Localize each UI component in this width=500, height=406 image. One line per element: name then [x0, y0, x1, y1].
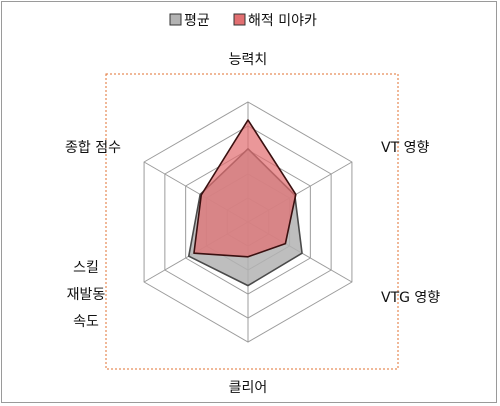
legend: 평균 해적 미야카: [169, 13, 317, 29]
axis-label-4: 스킬 재발동 속도: [67, 260, 106, 330]
axis-label-2: VTG 영향: [381, 290, 440, 306]
legend-label-0: 평균: [184, 13, 210, 29]
axis-label-3: 클리어: [229, 380, 268, 396]
axis-label-1: VT 영향: [381, 140, 429, 156]
series-area-1: [193, 119, 297, 258]
plot-area-border: [105, 73, 399, 370]
axis-label-5: 종합 점수: [65, 140, 121, 156]
series: [187, 119, 303, 287]
legend-swatch-0: [169, 13, 182, 26]
axis-label-0: 능력치: [229, 52, 268, 68]
legend-label-1: 해적 미야카: [248, 13, 317, 29]
legend-swatch-1: [233, 13, 246, 26]
